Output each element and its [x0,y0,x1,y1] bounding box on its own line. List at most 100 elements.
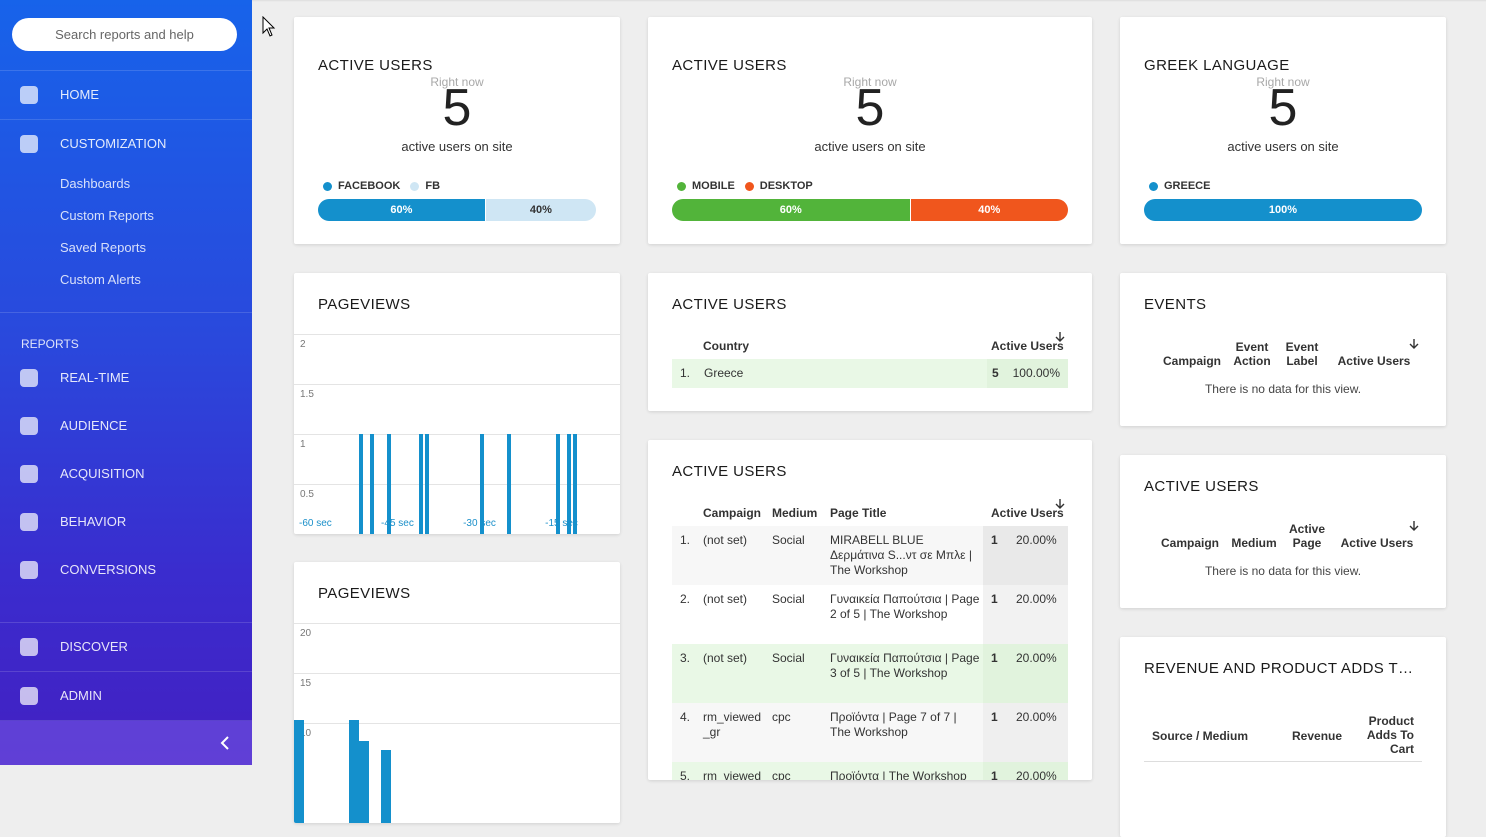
column-header: Campaign [1162,354,1221,368]
active-cell [983,526,1068,585]
nav-item[interactable]: HOME [60,87,99,102]
active-cell [983,644,1068,703]
nav-item[interactable]: REAL-TIME [60,370,130,385]
divider [0,671,252,672]
search-box[interactable]: Search reports and help [12,18,237,51]
sort-icon[interactable] [1408,520,1420,532]
nav-item[interactable]: CONVERSIONS [60,562,157,577]
y-tick-label: 20 [300,628,312,639]
nav-icon [20,417,38,435]
sort-icon[interactable] [1054,498,1066,510]
bar [359,741,370,823]
card-title: PAGEVIEWS [318,296,411,313]
segment-label: 100% [1268,204,1298,216]
divider [0,622,252,623]
header-rule [1144,761,1422,762]
segment-label: 40% [978,204,1001,216]
nav-icon [20,687,38,705]
column-header[interactable]: Active Users [1337,354,1411,368]
table-cell: Γυναικεία Παπούτσια | Page 3 of 5 | The … [830,651,980,680]
legend-item: DESKTOP [744,180,813,192]
column-header: Medium [1231,536,1277,550]
sort-icon[interactable] [1054,331,1066,343]
divider [0,312,252,313]
column-header: Revenue [1292,729,1343,743]
nav-item[interactable]: CUSTOMIZATION [60,136,167,151]
bar-segment: 40% [484,199,596,221]
table-cell: (not set) [703,533,748,547]
bar [479,434,484,534]
sidebar: Search reports and help HOME CUSTOMIZATION… [0,0,252,765]
nav-item[interactable]: AUDIENCE [60,418,128,433]
active-cell [983,585,1068,644]
active-count: 5 [855,79,885,137]
column-header[interactable]: Product Adds To Cart [1366,714,1414,756]
card-title: ACTIVE USERS [672,463,787,480]
column-header[interactable]: Active Users [991,339,1064,353]
legend-dot [677,181,686,191]
x-tick-label: -15 sec [545,518,578,529]
legend: GREECE [1149,180,1210,192]
nav-subitem[interactable]: Custom Alerts [60,272,141,287]
divider [0,720,252,721]
x-tick-label: -45 sec [381,518,414,529]
card-title: GREEK LANGUAGE [1144,57,1290,74]
bar [556,434,561,534]
bar [386,434,391,534]
subtitle: active users on site [1227,139,1339,154]
chart-card: PAGEVIEWS 2 1.5 1 0.5 -60 sec -45 sec -30 sec -1… [294,273,620,534]
active-cell [987,359,1068,388]
nav-icon [20,86,38,104]
table-cell: 1 [991,710,998,724]
stacked-bar: 60% 40% [672,199,1068,221]
mouse-cursor [262,16,276,37]
collapse-bar[interactable] [0,721,252,765]
sort-icon[interactable] [1408,338,1420,350]
card-title: ACTIVE USERS [672,296,787,313]
section-heading: REPORTS [21,337,79,351]
nav-item[interactable]: DISCOVER [60,639,128,654]
legend-label: FB [425,180,441,192]
legend-label: DESKTOP [759,180,813,192]
table-cell: Γυναικεία Παπούτσια | Page 2 of 5 | The … [830,592,980,621]
bar [359,434,364,534]
bar-segment: 60% [672,199,910,221]
empty-message: There is no data for this view. [1204,382,1362,396]
table-cell: cpc [772,710,791,724]
nav-subitem[interactable]: Custom Reports [60,208,154,223]
segment-label: 60% [779,204,802,216]
card-title: ACTIVE USERS [318,57,433,74]
table-cell: Προϊόντα | The Workshop [830,769,967,780]
table-cell: 3. [680,651,691,665]
chart-card: PAGEVIEWS 20 15 10 [294,562,620,823]
column-header[interactable]: Active Users [991,506,1064,520]
card-title: ACTIVE USERS [1144,478,1259,495]
legend-item: FB [410,180,440,192]
segment-label: 60% [390,204,413,216]
table-card: ACTIVE USERS Campaign Medium Page Title Acti… [648,440,1092,780]
table-cell: 1 [991,533,998,547]
caption: Right now [843,75,897,89]
grid-line [294,334,620,335]
table-row: 1. (not set) Social MIRABELL BLUE Δερμάτινα… [672,526,1068,585]
nav-item[interactable]: BEHAVIOR [60,514,127,529]
empty-message: There is no data for this view. [1204,564,1362,578]
y-tick-label: 1.5 [300,389,314,400]
column-header: Country [703,339,749,353]
column-header: Source / Medium [1152,729,1249,743]
subtitle: active users on site [814,139,926,154]
segment-label: 40% [529,204,552,216]
nav-subitem[interactable]: Dashboards [60,176,131,191]
nav-subitem[interactable]: Saved Reports [60,240,146,255]
column-header[interactable]: Active Users [1340,536,1414,550]
table-card: ACTIVE USERS Campaign Medium Active Page Act… [1120,455,1446,608]
column-header: Event Label [1285,340,1319,368]
table-cell: Social [772,533,805,547]
x-tick-label: -30 sec [463,518,496,529]
legend: FACEBOOK FB [323,180,440,192]
nav-item[interactable]: ACQUISITION [60,466,145,481]
nav-item[interactable]: ADMIN [60,688,102,703]
table-cell: Προϊόντα | Page 7 of 7 | The Workshop [830,710,957,739]
counter-card: ACTIVE USERS Right now 5 active users on si… [648,17,1092,244]
